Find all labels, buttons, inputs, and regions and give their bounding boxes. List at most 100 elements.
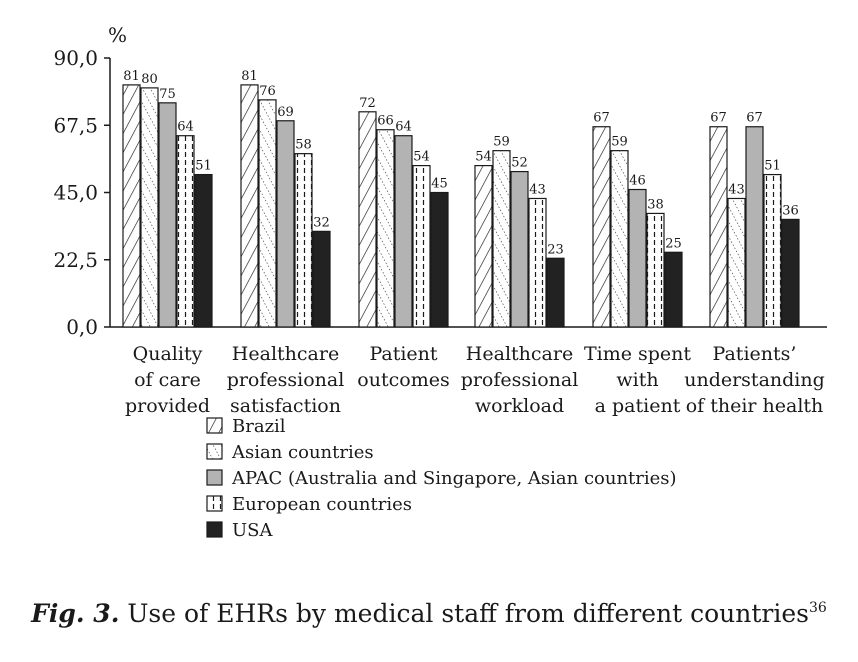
bar [763,173,782,328]
data-label: 54 [413,150,430,165]
data-label: 81 [241,69,258,84]
x-category-label: of their health [686,395,824,417]
bar [474,165,493,328]
legend-label: APAC (Australia and Singapore, Asian cou… [231,468,677,489]
data-label: 64 [177,120,194,135]
bar [240,84,259,328]
data-label: 43 [529,182,546,197]
x-category-label: workload [475,395,564,417]
caption-text: Use of EHRs by medical staff from differ… [119,599,809,628]
data-label: 59 [611,135,628,150]
x-category-label: Time spent [584,343,691,365]
x-category-label: professional [227,369,345,391]
bars [122,84,800,328]
figure-caption: Fig. 3. Use of EHRs by medical staff fro… [0,599,858,628]
caption-reference: 36 [808,600,827,616]
data-label: 72 [359,96,376,111]
data-label: 23 [547,242,564,257]
bar [628,188,647,328]
x-category-label: Healthcare [466,343,573,365]
data-label: 54 [475,150,492,165]
data-label: 38 [647,197,664,212]
data-label: 51 [764,159,781,174]
y-tick-label: 0,0 [66,315,98,339]
x-category-label: Quality [133,343,203,365]
data-label: 64 [395,120,412,135]
x-category-label: Healthcare [232,343,339,365]
legend-label: European countries [232,494,412,515]
x-category-label: outcomes [357,369,449,391]
legend-swatch [206,417,223,434]
x-category-label: with [616,369,658,391]
data-label: 51 [195,159,212,174]
x-category-label: Patient [369,343,437,365]
bar [158,102,177,328]
bar [358,111,377,328]
bar [430,191,449,328]
data-label: 46 [629,174,646,189]
legend-label: Brazil [232,416,286,437]
data-label: 32 [313,215,330,230]
caption-figure-label: Fig. 3. [31,599,120,628]
x-category-label: provided [125,395,210,417]
x-category-label: professional [461,369,579,391]
data-label: 59 [493,135,510,150]
data-label: 45 [431,177,448,192]
bar [528,197,547,328]
data-label: 66 [377,114,394,129]
data-label: 25 [665,236,682,251]
bar [510,170,529,328]
data-label: 58 [295,138,312,153]
bar [646,212,665,328]
bar [294,153,313,328]
legend: Brazil Asian countries APAC (Australia and… [206,416,677,541]
data-label: 75 [159,87,176,102]
y-tick-label: 45,0 [53,181,98,205]
legend-label: USA [232,520,274,541]
data-label: 52 [511,156,528,171]
data-label: 67 [746,111,763,126]
bar [727,197,746,328]
bar-chart: % 0,022,545,067,590,0 81 8075645181766958… [53,23,827,541]
x-category-label: understanding [684,369,825,391]
bar [376,129,395,328]
x-category-labels: Quality of care provided Healthcare professi… [125,343,825,417]
bar [546,257,565,328]
data-label: 81 [123,69,140,84]
data-label: 69 [277,105,294,120]
legend-swatch [206,443,223,460]
y-axis-unit-label: % [108,23,127,47]
bar [610,150,629,328]
bar [664,251,683,328]
legend-swatch [206,469,223,486]
bar [194,173,213,328]
bar [394,135,413,328]
bar [122,84,141,328]
data-label: 36 [782,203,799,218]
y-tick-label: 22,5 [53,248,98,272]
bar [140,87,159,328]
data-label: 76 [259,84,276,99]
data-label: 80 [141,72,158,87]
x-category-label: Patients’ [713,343,797,365]
y-tick-label: 67,5 [53,113,98,137]
x-category-label: of care [134,369,201,391]
bar [276,120,295,328]
bar [709,126,728,328]
bar [412,165,431,328]
data-label: 67 [593,111,610,126]
bar [592,126,611,328]
x-category-label: a patient [595,395,681,417]
bar [312,230,331,328]
legend-swatch [206,521,223,538]
y-tick-label: 90,0 [53,46,98,70]
x-category-label: satisfaction [230,395,341,417]
bar [258,99,277,328]
data-label: 43 [728,182,745,197]
legend-label: Asian countries [231,442,374,463]
bar [745,126,764,328]
bar [492,150,511,328]
bar [176,135,195,328]
data-label: 67 [710,111,727,126]
